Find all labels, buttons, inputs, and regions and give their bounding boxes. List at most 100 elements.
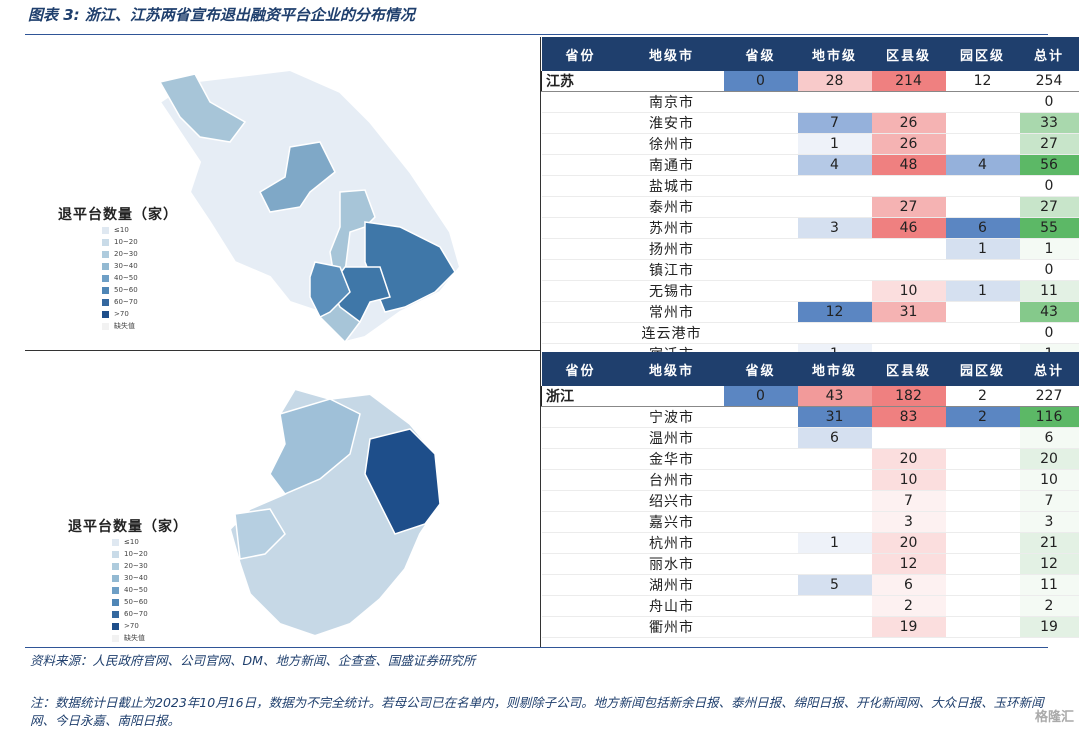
legend-swatch [102, 322, 109, 330]
bottom-rule [25, 647, 1048, 648]
legend-rows: ≤10 10~20 20~30 30~40 40~50 50~60 60~70 >70 缺失值 [58, 224, 178, 332]
park-level-cell [945, 112, 1020, 134]
park-level-cell [945, 301, 1020, 323]
province-cell [541, 448, 620, 470]
legend-label: 40~50 [124, 586, 148, 594]
prov-level-cell [723, 490, 798, 512]
legend-swatch [112, 550, 119, 558]
city-name: 湖州市 [619, 574, 724, 596]
city-level-cell [797, 238, 872, 260]
watermark-logo: 格隆汇 [1034, 710, 1074, 725]
legend-swatch [112, 634, 119, 642]
province-cell [541, 259, 620, 281]
total-cell: 27 [1019, 196, 1079, 218]
city-name: 台州市 [619, 469, 724, 491]
province-cell [541, 301, 620, 323]
table-row: 徐州市 1 26 27 [541, 133, 1079, 155]
city-level-cell [797, 490, 872, 512]
total-cell: 20 [1019, 448, 1079, 470]
table-row: 镇江市 0 [541, 259, 1079, 281]
legend-label: >70 [114, 310, 129, 318]
city-level-cell [797, 448, 872, 470]
prov-level-cell [723, 532, 798, 554]
park-level-cell [945, 574, 1020, 596]
legend-label: 10~20 [114, 238, 138, 246]
table-row: 泰州市 27 27 [541, 196, 1079, 218]
province-cell [541, 406, 620, 428]
park-level-cell [945, 196, 1020, 218]
city-name: 常州市 [619, 301, 724, 323]
legend-item: ≤10 [102, 224, 178, 236]
park-level-cell [945, 511, 1020, 533]
total-cell: 43 [1019, 301, 1079, 323]
park-level-cell [945, 175, 1020, 197]
prov-level-cell: 0 [723, 71, 798, 92]
city-level-cell [797, 280, 872, 302]
prov-level-cell [723, 217, 798, 239]
park-level-cell [945, 133, 1020, 155]
county-level-cell: 46 [871, 217, 946, 239]
table-row: 绍兴市 7 7 [541, 490, 1079, 512]
legend-item: 20~30 [112, 560, 188, 572]
park-level-cell [945, 595, 1020, 617]
province-cell [541, 133, 620, 155]
total-cell: 116 [1019, 406, 1079, 428]
province-cell [541, 511, 620, 533]
column-header: 区县级 [871, 37, 946, 71]
city-level-cell [797, 196, 872, 218]
table-row: 南京市 0 [541, 91, 1079, 113]
county-level-cell: 27 [871, 196, 946, 218]
legend-label: 60~70 [114, 298, 138, 306]
legend-title: 退平台数量（家） [58, 207, 178, 223]
province-cell [541, 196, 620, 218]
total-cell: 21 [1019, 532, 1079, 554]
legend-item: 60~70 [112, 608, 188, 620]
total-cell: 33 [1019, 112, 1079, 134]
province-name: 浙江 [541, 386, 620, 407]
legend-item: >70 [112, 620, 188, 632]
column-header: 总计 [1019, 352, 1079, 386]
total-cell: 0 [1019, 322, 1079, 344]
total-cell: 55 [1019, 217, 1079, 239]
province-cell [541, 427, 620, 449]
legend-label: >70 [124, 622, 139, 630]
city-level-cell: 43 [797, 386, 872, 407]
park-level-cell: 2 [945, 386, 1020, 407]
park-level-cell [945, 322, 1020, 344]
total-cell: 7 [1019, 490, 1079, 512]
total-cell: 12 [1019, 553, 1079, 575]
county-level-cell [871, 238, 946, 260]
city-name: 金华市 [619, 448, 724, 470]
park-level-cell: 4 [945, 154, 1020, 176]
table-row: 衢州市 19 19 [541, 616, 1079, 638]
city-name: 宁波市 [619, 406, 724, 428]
legend-item: 20~30 [102, 248, 178, 260]
legend-swatch [102, 310, 109, 318]
legend-swatch [112, 562, 119, 570]
legend-swatch [102, 262, 109, 270]
legend-label: 30~40 [114, 262, 138, 270]
city-name: 盐城市 [619, 175, 724, 197]
legend-jiangsu: 退平台数量（家） ≤10 10~20 20~30 30~40 40~50 50~60 60~… [58, 204, 178, 332]
legend-label: ≤10 [114, 226, 129, 234]
legend-label: 40~50 [114, 274, 138, 282]
legend-label: 20~30 [114, 250, 138, 258]
county-level-cell: 20 [871, 448, 946, 470]
county-level-cell: 214 [871, 71, 946, 92]
legend-swatch [102, 226, 109, 234]
prov-level-cell [723, 574, 798, 596]
city-level-cell: 28 [797, 71, 872, 92]
park-level-cell [945, 91, 1020, 113]
province-cell [541, 532, 620, 554]
city-level-cell [797, 91, 872, 113]
total-cell: 1 [1019, 238, 1079, 260]
city-name: 泰州市 [619, 196, 724, 218]
county-level-cell: 83 [871, 406, 946, 428]
jiangsu-table: 省份 地级市 省级 地市级 区县级 园区级 总计 江苏 0 28 214 12 254 南京市 0 淮安市 7 2… [541, 37, 1079, 365]
header-row: 省份 地级市 省级 地市级 区县级 园区级 总计 [541, 37, 1079, 71]
city-name: 淮安市 [619, 112, 724, 134]
county-level-cell: 10 [871, 469, 946, 491]
total-cell: 3 [1019, 511, 1079, 533]
legend-swatch [102, 238, 109, 246]
total-cell: 11 [1019, 280, 1079, 302]
